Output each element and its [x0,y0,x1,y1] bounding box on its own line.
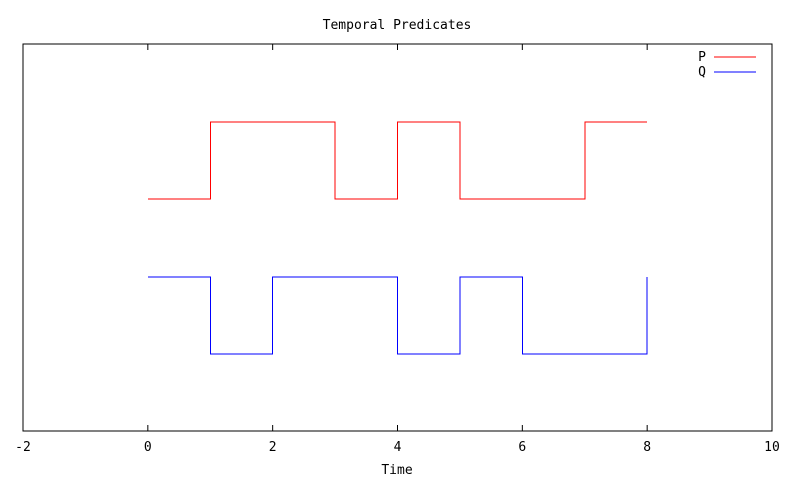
x-tick-label: -2 [15,440,31,455]
x-tick-label: 6 [518,440,526,455]
x-tick-label: 8 [643,440,651,455]
x-axis-ticks: -2 0 2 4 6 8 10 [15,44,780,455]
x-tick-label: 2 [269,440,277,455]
x-tick-label: 0 [144,440,152,455]
chart-title: Temporal Predicates [323,18,472,33]
series-p-line [147,121,648,200]
series-layer [147,121,648,355]
legend-label-q: Q [698,65,706,80]
series-q-line [147,276,648,355]
x-axis-label: Time [381,463,412,478]
legend: PQ [698,50,756,80]
x-tick-label: 10 [764,440,780,455]
legend-label-p: P [698,50,706,65]
x-tick-label: 4 [394,440,402,455]
plot-frame [22,43,773,432]
